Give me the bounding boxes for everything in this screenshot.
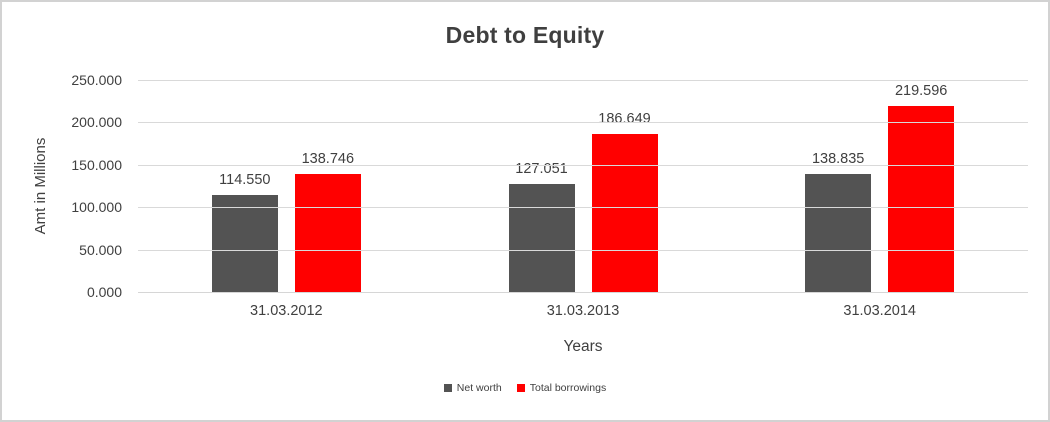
bar-group: 114.550 138.746	[138, 80, 435, 292]
bar	[211, 194, 278, 292]
bar	[508, 184, 575, 292]
y-tick-label: 150.000	[71, 156, 122, 173]
gridline	[138, 207, 1028, 209]
bar	[805, 174, 872, 292]
legend-item: Total borrowings	[516, 382, 607, 394]
legend-marker	[443, 384, 452, 392]
value-label: 138.746	[301, 151, 355, 168]
bar-group: 127.051 186.649	[435, 80, 732, 292]
gridline	[138, 80, 1028, 81]
bar-with-label: 127.051	[508, 80, 575, 292]
gridline	[138, 249, 1028, 251]
value-label: 138.835	[811, 151, 865, 168]
y-axis-tick-labels: 250.000 200.000 150.000 100.000 50.000 0.000	[2, 72, 122, 300]
x-tick-label: 31.03.2014	[843, 303, 916, 319]
legend-label: Net worth	[456, 382, 502, 394]
x-axis-labels: 31.03.2012 31.03.2013 31.03.2014	[138, 303, 1028, 319]
value-label: 186.649	[598, 110, 651, 127]
x-axis-title: Years	[563, 338, 603, 355]
legend-marker	[516, 384, 525, 392]
value-label: 219.596	[894, 82, 948, 99]
y-tick-label: 250.000	[71, 72, 122, 88]
bar-with-label: 114.550	[211, 80, 278, 292]
y-tick-label: 50.000	[79, 241, 122, 258]
bar-groups: 114.550 138.746 127.051 186.649 138.835 219.5…	[138, 80, 1028, 292]
x-tick-label: 31.03.2012	[250, 303, 323, 319]
bar-with-label: 138.746	[294, 80, 361, 292]
legend: Net worth Total borrowings	[2, 382, 1048, 394]
plot-area: 114.550 138.746 127.051 186.649 138.835 219.5…	[138, 80, 1028, 293]
bar-with-label: 186.649	[591, 80, 658, 292]
x-tick-label: 31.03.2013	[546, 303, 620, 319]
gridline	[138, 164, 1028, 166]
legend-label: Total borrowings	[529, 382, 607, 394]
bar-with-label: 138.835	[805, 80, 872, 292]
bar	[294, 174, 361, 292]
bar	[591, 133, 658, 292]
y-tick-label: 100.000	[71, 199, 122, 216]
bar-with-label: 219.596	[888, 80, 955, 292]
bar-group: 138.835 219.596	[731, 80, 1028, 292]
y-tick-label: 200.000	[71, 114, 122, 131]
value-label: 114.550	[219, 171, 271, 188]
y-tick-label: 0.000	[86, 284, 122, 300]
legend-item: Net worth	[443, 382, 502, 394]
bar	[888, 105, 955, 292]
chart-title: Debt to Equity	[445, 22, 605, 48]
gridline	[138, 122, 1028, 124]
